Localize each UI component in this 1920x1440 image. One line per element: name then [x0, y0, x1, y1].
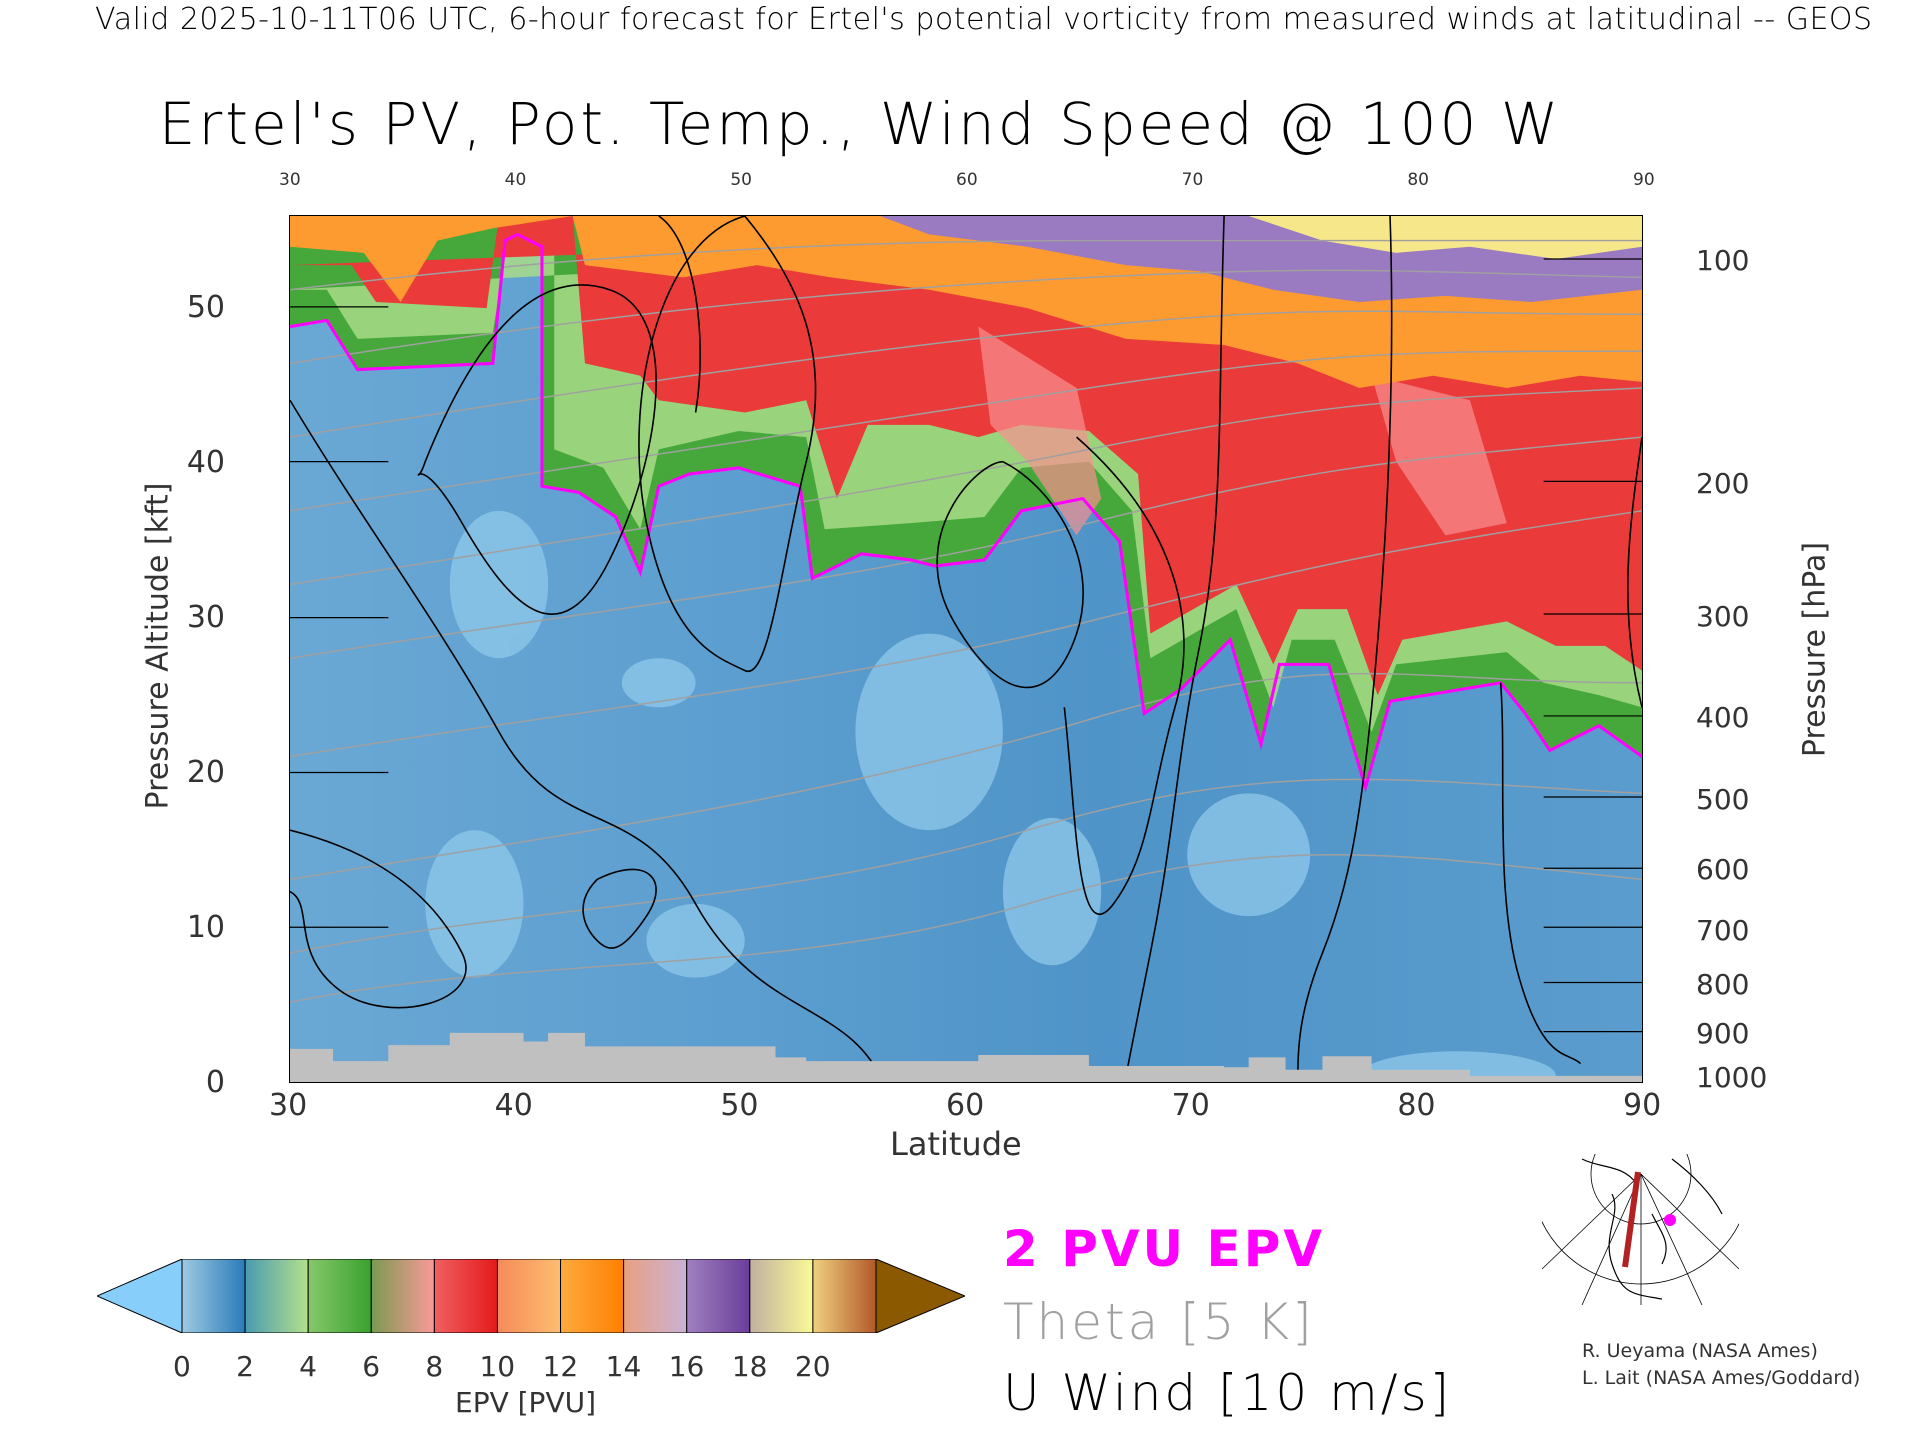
colorbar-segment: [749, 1259, 814, 1333]
colorbar-tick-label: 18: [731, 1350, 768, 1383]
y2-tick-label: 600: [1696, 853, 1750, 887]
colorbar-tick-label: 0: [173, 1350, 191, 1383]
colorbar-segment: [433, 1259, 498, 1333]
x-axis-label: Latitude: [890, 1125, 1022, 1163]
colorbar-over-arrow: [875, 1259, 965, 1333]
y2-tick-label: 200: [1696, 467, 1750, 501]
colorbar-segment: [623, 1259, 688, 1333]
colorbar-tick-label: 12: [542, 1350, 579, 1383]
colorbar-segment: [686, 1259, 751, 1333]
y2-tick-label: 800: [1696, 967, 1750, 1001]
locator-map: [1542, 1154, 1739, 1305]
legend-item: 2 PVU EPV: [1003, 1220, 1326, 1278]
pressure-ticks: [290, 258, 1642, 1033]
colorbar: [97, 1259, 965, 1333]
top-x-tick-label: 50: [730, 170, 752, 190]
y-tick-label: 30: [186, 600, 225, 635]
top-x-tick-label: 90: [1633, 170, 1655, 190]
x-tick-label: 50: [720, 1088, 759, 1123]
x-tick-label: 60: [946, 1088, 985, 1123]
credit-1: R. Ueyama (NASA Ames): [1582, 1340, 1818, 1362]
colorbar-tick-label: 4: [299, 1350, 317, 1383]
colorbar-segment: [307, 1259, 372, 1333]
pv-cross-section: [290, 216, 1642, 1082]
y2-tick-label: 500: [1696, 783, 1750, 817]
map-marker: [1664, 1214, 1676, 1226]
pvu-2-contour: [290, 232, 1642, 793]
colorbar-segment: [181, 1259, 246, 1333]
y-tick-label: 50: [186, 290, 225, 325]
colorbar-under-arrow: [97, 1259, 183, 1333]
x-tick-label: 90: [1623, 1088, 1662, 1123]
legend-item: Theta [5 K]: [1003, 1293, 1315, 1351]
colorbar-tick-label: 8: [425, 1350, 444, 1383]
theta-contours: [290, 239, 1642, 1003]
y2-tick-label: 400: [1696, 701, 1750, 735]
top-x-tick-label: 70: [1181, 170, 1204, 190]
y2-tick-label: 900: [1696, 1017, 1750, 1051]
chart-title: Ertel's PV, Pot. Temp., Wind Speed @ 100…: [0, 90, 1920, 158]
top-x-tick-label: 30: [279, 170, 301, 190]
colorbar-segment: [560, 1259, 625, 1333]
colorbar-segment: [370, 1259, 435, 1333]
colorbar-tick-label: 10: [479, 1350, 516, 1383]
y-tick-label: 0: [205, 1065, 225, 1100]
colorbar-label: EPV [PVU]: [455, 1386, 597, 1419]
y-tick-label: 10: [186, 910, 225, 945]
light-blue-patches: [425, 510, 1556, 1082]
x-tick-label: 40: [494, 1088, 533, 1123]
terrain: [290, 1032, 1642, 1082]
top-x-tick-label: 80: [1407, 170, 1429, 190]
colorbar-tick-label: 14: [605, 1350, 642, 1383]
y2-axis-label: Pressure [hPa]: [1797, 541, 1833, 758]
colorbar-tick-label: 20: [794, 1350, 831, 1383]
y-axis-label: Pressure Altitude [kft]: [140, 482, 176, 810]
wind-contours: [290, 216, 1642, 1082]
y-tick-label: 40: [186, 445, 225, 480]
x-tick-label: 80: [1397, 1088, 1436, 1123]
y2-tick-label: 1000: [1696, 1060, 1768, 1094]
x-tick-label: 30: [269, 1088, 308, 1123]
y-tick-label: 20: [186, 755, 225, 790]
y2-tick-label: 100: [1696, 243, 1750, 277]
x-tick-label: 70: [1171, 1088, 1210, 1123]
top-x-tick-label: 60: [956, 170, 978, 190]
colorbar-tick-label: 6: [362, 1350, 381, 1383]
y2-tick-label: 300: [1696, 600, 1750, 634]
colorbar-segment: [496, 1259, 562, 1333]
cross-section-line: [1622, 1171, 1641, 1268]
field-yellow: [1248, 216, 1642, 259]
colorbar-tick-label: 2: [236, 1350, 254, 1383]
top-x-tick-label: 40: [504, 170, 527, 190]
subtitle: Valid 2025-10-11T06 UTC, 6-hour forecast…: [95, 2, 1873, 37]
colorbar-tick-label: 16: [668, 1350, 705, 1383]
chart-title-text: Ertel's PV, Pot. Temp., Wind Speed @ 100…: [158, 90, 1562, 158]
credit-2: L. Lait (NASA Ames/Goddard): [1582, 1367, 1861, 1389]
colorbar-segment: [244, 1259, 309, 1333]
colorbar-segment: [812, 1259, 877, 1333]
legend-item: U Wind [10 m/s]: [1003, 1364, 1453, 1422]
plot-area: [289, 215, 1643, 1083]
y2-tick-label: 700: [1696, 913, 1750, 947]
